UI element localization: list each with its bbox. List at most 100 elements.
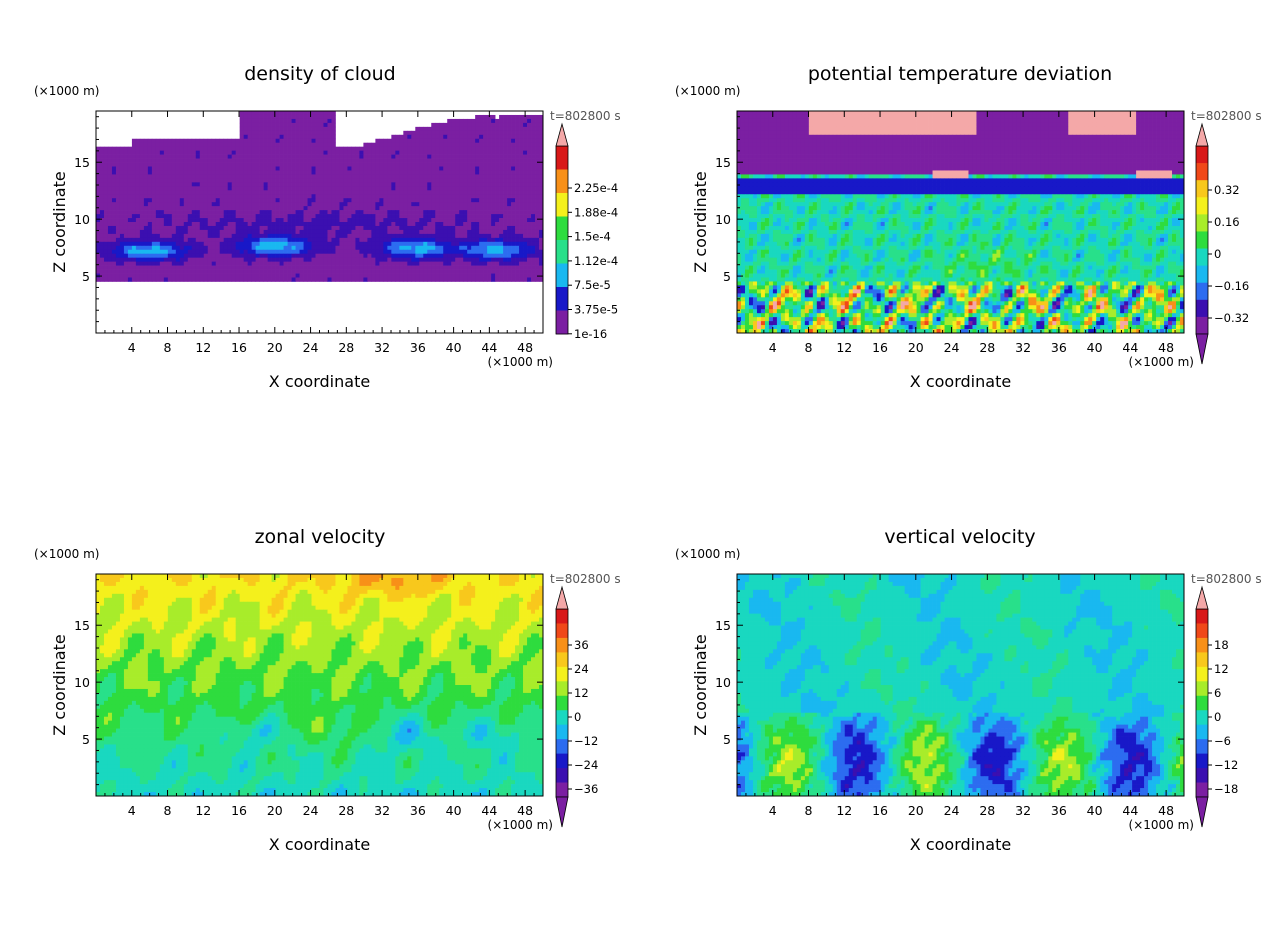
field-cell bbox=[451, 238, 455, 242]
field-cell bbox=[264, 123, 268, 127]
field-cell bbox=[411, 186, 415, 190]
field-cell bbox=[491, 174, 495, 178]
field-cell bbox=[503, 119, 507, 123]
field-cell bbox=[343, 218, 347, 222]
field-cell bbox=[156, 159, 160, 163]
field-cell bbox=[431, 254, 435, 258]
field-cell bbox=[124, 250, 128, 254]
field-cell bbox=[447, 135, 451, 139]
field-cell bbox=[483, 218, 487, 222]
field-cell bbox=[176, 258, 180, 262]
field-cell bbox=[527, 214, 531, 218]
field-cell bbox=[208, 139, 212, 143]
field-cell bbox=[1052, 111, 1056, 115]
field-cell bbox=[467, 139, 471, 143]
field-cell bbox=[172, 174, 176, 178]
field-cell bbox=[192, 258, 196, 262]
field-cell bbox=[391, 159, 395, 163]
field-cell bbox=[511, 174, 515, 178]
field-cell bbox=[825, 119, 829, 123]
field-cell bbox=[312, 234, 316, 238]
field-cell bbox=[132, 186, 136, 190]
field-cell bbox=[304, 234, 308, 238]
field-cell bbox=[391, 218, 395, 222]
field-cell bbox=[443, 210, 447, 214]
field-cell bbox=[945, 111, 949, 115]
field-cell bbox=[128, 167, 132, 171]
field-cell bbox=[339, 222, 343, 226]
field-cell bbox=[431, 234, 435, 238]
field-cell bbox=[124, 206, 128, 210]
field-cell bbox=[280, 190, 284, 194]
field-cell bbox=[467, 206, 471, 210]
field-cell bbox=[435, 278, 439, 282]
field-cell bbox=[272, 139, 276, 143]
field-cell bbox=[280, 115, 284, 119]
field-cell bbox=[499, 123, 503, 127]
field-cell bbox=[252, 167, 256, 171]
field-cell bbox=[411, 182, 415, 186]
field-cell bbox=[280, 214, 284, 218]
field-cell bbox=[176, 182, 180, 186]
field-cell bbox=[304, 246, 308, 250]
field-cell bbox=[495, 250, 499, 254]
field-cell bbox=[443, 234, 447, 238]
field-cell bbox=[216, 198, 220, 202]
field-cell bbox=[471, 194, 475, 198]
field-cell bbox=[527, 194, 531, 198]
field-cell bbox=[96, 198, 100, 202]
field-cell bbox=[419, 266, 423, 270]
field-cell bbox=[391, 206, 395, 210]
field-cell bbox=[459, 198, 463, 202]
field-cell bbox=[200, 167, 204, 171]
field-cell bbox=[1124, 119, 1128, 123]
field-cell bbox=[415, 262, 419, 266]
field-cell bbox=[889, 119, 893, 123]
field-cell bbox=[415, 198, 419, 202]
field-cell bbox=[116, 270, 120, 274]
field-cell bbox=[240, 131, 244, 135]
field-cell bbox=[471, 230, 475, 234]
field-cell bbox=[312, 238, 316, 242]
field-cell bbox=[192, 278, 196, 282]
field-cell bbox=[212, 190, 216, 194]
field-cell bbox=[208, 242, 212, 246]
field-cell bbox=[435, 270, 439, 274]
field-cell bbox=[300, 198, 304, 202]
field-cell bbox=[531, 198, 535, 202]
field-cell bbox=[176, 147, 180, 151]
field-cell bbox=[837, 111, 841, 115]
field-cell bbox=[463, 190, 467, 194]
field-cell bbox=[535, 178, 539, 182]
field-cell bbox=[292, 218, 296, 222]
field-cell bbox=[451, 234, 455, 238]
field-cell bbox=[308, 151, 312, 155]
field-cell bbox=[491, 155, 495, 159]
field-cell bbox=[164, 202, 168, 206]
field-cell bbox=[817, 123, 821, 127]
field-cell bbox=[140, 163, 144, 167]
field-cell bbox=[395, 218, 399, 222]
field-cell bbox=[276, 115, 280, 119]
field-cell bbox=[495, 254, 499, 258]
field-cell bbox=[176, 254, 180, 258]
field-cell bbox=[419, 250, 423, 254]
field-cell bbox=[535, 278, 539, 282]
field-cell bbox=[308, 174, 312, 178]
field-cell bbox=[296, 111, 300, 115]
field-cell bbox=[1132, 111, 1136, 115]
field-cell bbox=[272, 143, 276, 147]
field-cell bbox=[228, 182, 232, 186]
field-cell bbox=[873, 127, 877, 131]
field-cell bbox=[463, 178, 467, 182]
field-cell bbox=[256, 115, 260, 119]
field-cell bbox=[499, 143, 503, 147]
field-cell bbox=[519, 170, 523, 174]
field-cell bbox=[419, 174, 423, 178]
field-cell bbox=[192, 178, 196, 182]
field-cell bbox=[288, 254, 292, 258]
field-cell bbox=[511, 258, 515, 262]
field-cell bbox=[355, 226, 359, 230]
field-cell bbox=[152, 186, 156, 190]
field-cell bbox=[427, 230, 431, 234]
